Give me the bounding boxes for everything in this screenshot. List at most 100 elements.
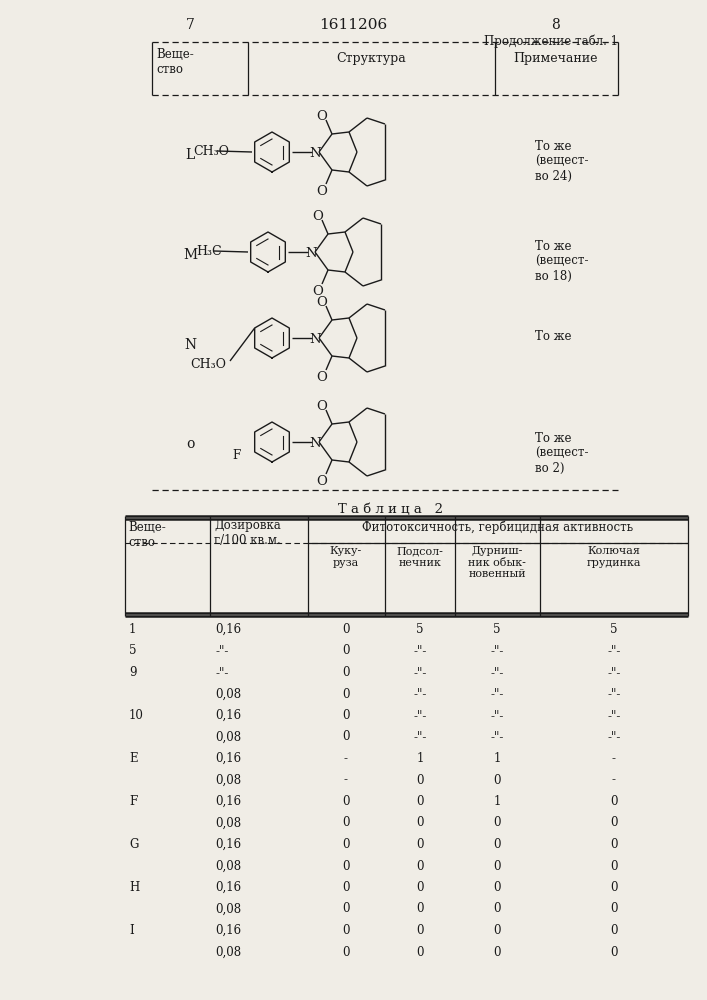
Text: 0: 0 [610, 795, 618, 808]
Text: То же
(вещест-
во 24): То же (вещест- во 24) [535, 140, 588, 183]
Text: 0: 0 [493, 816, 501, 830]
Text: -"-: -"- [491, 645, 503, 658]
Text: -"-: -"- [414, 730, 427, 744]
Text: То же
(вещест-
во 2): То же (вещест- во 2) [535, 432, 588, 475]
Text: 0,16: 0,16 [215, 881, 241, 894]
Text: M: M [183, 248, 197, 262]
Text: 0,16: 0,16 [215, 623, 241, 636]
Text: -: - [612, 752, 616, 765]
Text: 0,16: 0,16 [215, 752, 241, 765]
Text: N: N [305, 247, 317, 260]
Text: 0: 0 [610, 924, 618, 937]
Text: 0,16: 0,16 [215, 924, 241, 937]
Text: 7: 7 [185, 18, 194, 32]
Text: 5: 5 [129, 645, 136, 658]
Text: 1: 1 [129, 623, 136, 636]
Text: 0,16: 0,16 [215, 838, 241, 851]
Text: Примечание: Примечание [514, 52, 598, 65]
Text: 0: 0 [342, 688, 350, 700]
Text: 0,08: 0,08 [215, 859, 241, 872]
Text: То же: То же [535, 330, 571, 343]
Text: -"-: -"- [607, 730, 621, 744]
Text: 0: 0 [493, 924, 501, 937]
Text: E: E [129, 752, 138, 765]
Text: 0,08: 0,08 [215, 946, 241, 958]
Text: 1: 1 [493, 752, 501, 765]
Text: H₃C: H₃C [196, 245, 221, 258]
Text: F: F [129, 795, 137, 808]
Text: -"-: -"- [607, 709, 621, 722]
Text: 0: 0 [493, 838, 501, 851]
Text: Дозировка
г/100 кв.м.: Дозировка г/100 кв.м. [214, 519, 281, 547]
Text: 0,08: 0,08 [215, 816, 241, 830]
Text: -"-: -"- [414, 645, 427, 658]
Text: 0: 0 [416, 924, 423, 937]
Text: 0: 0 [342, 795, 350, 808]
Text: 0: 0 [342, 946, 350, 958]
Text: O: O [317, 475, 327, 488]
Text: Веще-
ство: Веще- ство [128, 521, 165, 549]
Text: 0: 0 [416, 902, 423, 916]
Text: -"-: -"- [215, 645, 228, 658]
Text: -"-: -"- [414, 666, 427, 679]
Text: 0: 0 [342, 859, 350, 872]
Text: 5: 5 [493, 623, 501, 636]
Text: -: - [344, 774, 348, 786]
Text: O: O [312, 285, 323, 298]
Text: То же
(вещест-
во 18): То же (вещест- во 18) [535, 240, 588, 283]
Text: G: G [129, 838, 139, 851]
Text: N: N [309, 437, 321, 450]
Text: 0: 0 [610, 902, 618, 916]
Text: 5: 5 [416, 623, 423, 636]
Text: O: O [317, 400, 327, 413]
Text: 0: 0 [416, 881, 423, 894]
Text: 1: 1 [493, 795, 501, 808]
Text: 1611206: 1611206 [319, 18, 387, 32]
Text: F: F [233, 449, 240, 462]
Text: Веще-
ство: Веще- ство [156, 48, 194, 76]
Text: Продолжение табл. 1: Продолжение табл. 1 [484, 34, 618, 47]
Text: 0: 0 [416, 795, 423, 808]
Text: Фитотоксичность, гербицидная активность: Фитотоксичность, гербицидная активность [363, 521, 633, 534]
Text: 0,16: 0,16 [215, 795, 241, 808]
Text: -"-: -"- [215, 666, 228, 679]
Text: -"-: -"- [491, 688, 503, 700]
Text: 0: 0 [493, 774, 501, 786]
Text: -"-: -"- [414, 709, 427, 722]
Text: 0: 0 [342, 666, 350, 679]
Text: Колючая
грудинка: Колючая грудинка [587, 546, 641, 568]
Text: 0: 0 [610, 816, 618, 830]
Text: N: N [309, 333, 321, 346]
Text: 0: 0 [342, 645, 350, 658]
Text: -"-: -"- [491, 709, 503, 722]
Text: CH₃O: CH₃O [193, 145, 229, 158]
Text: 0,08: 0,08 [215, 688, 241, 700]
Text: 0,08: 0,08 [215, 730, 241, 744]
Text: N: N [184, 338, 196, 352]
Text: -"-: -"- [491, 666, 503, 679]
Text: Дурниш-
ник обык-
новенный: Дурниш- ник обык- новенный [468, 546, 526, 579]
Text: -"-: -"- [607, 688, 621, 700]
Text: O: O [317, 110, 327, 123]
Text: 0: 0 [416, 946, 423, 958]
Text: -: - [344, 752, 348, 765]
Text: -"-: -"- [607, 666, 621, 679]
Text: 0: 0 [610, 881, 618, 894]
Text: 0: 0 [493, 902, 501, 916]
Text: 0: 0 [610, 859, 618, 872]
Text: O: O [317, 371, 327, 384]
Text: 0,16: 0,16 [215, 709, 241, 722]
Text: 0: 0 [493, 881, 501, 894]
Text: 0: 0 [342, 709, 350, 722]
Text: 0: 0 [342, 902, 350, 916]
Text: -"-: -"- [414, 688, 427, 700]
Text: -"-: -"- [607, 645, 621, 658]
Text: Куку-
руза: Куку- руза [330, 546, 362, 568]
Text: 0: 0 [493, 946, 501, 958]
Text: -: - [612, 774, 616, 786]
Text: 0: 0 [416, 859, 423, 872]
Text: 10: 10 [129, 709, 144, 722]
Text: O: O [317, 296, 327, 309]
Text: L: L [185, 148, 194, 162]
Text: 0: 0 [493, 859, 501, 872]
